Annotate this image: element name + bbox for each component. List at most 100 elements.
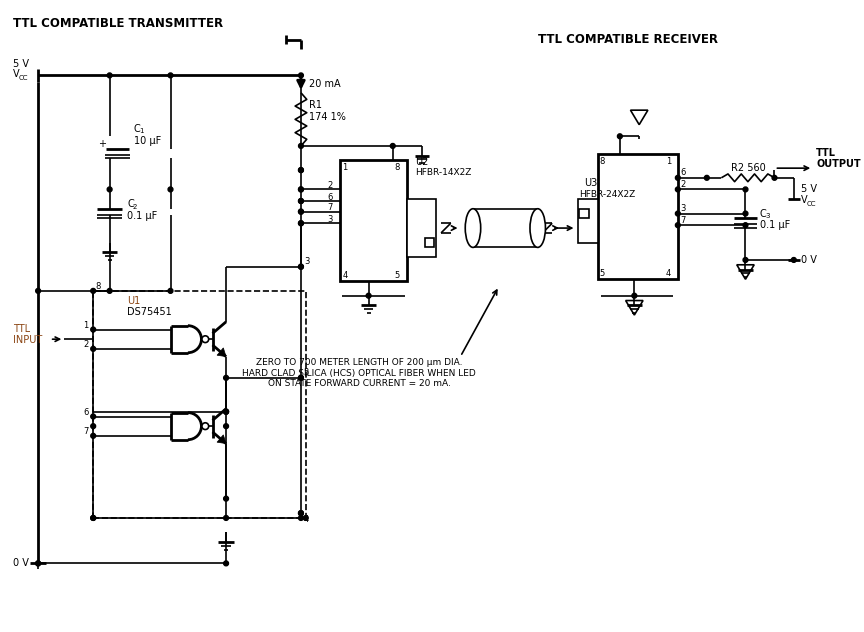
Bar bbox=[473, 209, 537, 247]
Circle shape bbox=[91, 516, 96, 520]
Circle shape bbox=[676, 211, 680, 216]
Circle shape bbox=[91, 423, 96, 428]
Text: 4: 4 bbox=[342, 271, 348, 280]
Circle shape bbox=[224, 423, 228, 428]
Circle shape bbox=[35, 561, 41, 566]
Text: R1: R1 bbox=[308, 100, 321, 111]
Text: 2: 2 bbox=[83, 341, 88, 349]
Text: 5: 5 bbox=[304, 368, 309, 377]
Text: 0.1 μF: 0.1 μF bbox=[127, 212, 157, 221]
Circle shape bbox=[743, 211, 748, 216]
Circle shape bbox=[91, 434, 96, 438]
Text: 7: 7 bbox=[83, 427, 88, 437]
Text: +: + bbox=[98, 139, 106, 149]
Text: 7: 7 bbox=[327, 204, 333, 212]
Circle shape bbox=[107, 187, 112, 192]
Text: U1: U1 bbox=[127, 296, 140, 305]
Text: 174 1%: 174 1% bbox=[308, 112, 346, 122]
Text: 0 V: 0 V bbox=[13, 559, 29, 568]
Text: 1: 1 bbox=[666, 157, 671, 166]
Circle shape bbox=[676, 176, 680, 180]
Text: DS75451: DS75451 bbox=[127, 307, 172, 317]
Text: TTL COMPATIBLE RECEIVER: TTL COMPATIBLE RECEIVER bbox=[537, 33, 718, 46]
Circle shape bbox=[224, 516, 228, 520]
Text: HFBR-24X2Z: HFBR-24X2Z bbox=[579, 190, 636, 198]
Text: CC: CC bbox=[806, 201, 816, 207]
Text: 8: 8 bbox=[95, 281, 100, 291]
Circle shape bbox=[35, 288, 41, 293]
Circle shape bbox=[224, 410, 228, 414]
Circle shape bbox=[676, 187, 680, 192]
Circle shape bbox=[743, 222, 748, 228]
Circle shape bbox=[91, 516, 96, 520]
Text: 5 V: 5 V bbox=[801, 185, 816, 195]
Text: 0 V: 0 V bbox=[801, 255, 816, 265]
Text: HFBR-14X2Z: HFBR-14X2Z bbox=[415, 169, 472, 178]
Circle shape bbox=[299, 187, 303, 192]
Circle shape bbox=[224, 496, 228, 501]
Text: U3: U3 bbox=[584, 178, 597, 188]
Text: 3: 3 bbox=[766, 214, 771, 219]
Text: 8: 8 bbox=[600, 157, 605, 166]
Text: 7: 7 bbox=[681, 216, 686, 225]
Ellipse shape bbox=[530, 209, 545, 247]
Text: TTL
OUTPUT: TTL OUTPUT bbox=[816, 148, 861, 169]
Circle shape bbox=[299, 375, 303, 380]
Circle shape bbox=[299, 209, 303, 214]
Text: 1: 1 bbox=[342, 162, 348, 172]
Text: R2 560: R2 560 bbox=[731, 163, 766, 173]
Circle shape bbox=[224, 410, 228, 414]
Circle shape bbox=[299, 516, 303, 520]
Circle shape bbox=[743, 257, 748, 262]
Text: 8: 8 bbox=[394, 162, 399, 172]
Circle shape bbox=[632, 293, 637, 298]
Bar bbox=[578, 199, 598, 243]
Circle shape bbox=[224, 561, 228, 566]
Text: 4: 4 bbox=[666, 269, 671, 278]
Text: 20 mA: 20 mA bbox=[308, 79, 340, 89]
Text: C: C bbox=[134, 123, 141, 133]
Bar bbox=[340, 161, 407, 281]
Text: 2: 2 bbox=[133, 204, 137, 210]
Text: ZERO TO 700 METER LENGTH OF 200 μm DIA.
HARD CLAD SILICA (HCS) OPTICAL FIBER WHE: ZERO TO 700 METER LENGTH OF 200 μm DIA. … bbox=[242, 358, 476, 388]
Circle shape bbox=[704, 176, 709, 180]
Bar bbox=[598, 154, 678, 279]
Circle shape bbox=[91, 346, 96, 351]
Circle shape bbox=[168, 73, 173, 78]
Text: 6: 6 bbox=[681, 169, 686, 178]
Bar bbox=[407, 199, 436, 257]
Text: 6: 6 bbox=[83, 408, 88, 417]
Ellipse shape bbox=[465, 209, 480, 247]
Polygon shape bbox=[217, 348, 226, 356]
Text: 6: 6 bbox=[327, 193, 333, 202]
Text: 5 V: 5 V bbox=[13, 59, 29, 69]
Circle shape bbox=[202, 423, 209, 430]
Polygon shape bbox=[217, 435, 226, 444]
Text: C: C bbox=[127, 199, 134, 209]
Text: U2: U2 bbox=[415, 157, 429, 167]
Circle shape bbox=[299, 511, 303, 516]
Text: 3: 3 bbox=[304, 257, 309, 266]
Circle shape bbox=[299, 264, 303, 269]
Circle shape bbox=[391, 143, 395, 149]
Circle shape bbox=[299, 198, 303, 204]
Circle shape bbox=[299, 375, 303, 380]
Circle shape bbox=[299, 167, 303, 173]
Text: 3: 3 bbox=[327, 215, 333, 224]
Circle shape bbox=[772, 176, 777, 180]
Text: 5: 5 bbox=[600, 269, 605, 278]
Circle shape bbox=[299, 198, 303, 204]
Text: 2: 2 bbox=[327, 181, 333, 190]
Circle shape bbox=[366, 293, 371, 298]
Circle shape bbox=[91, 327, 96, 332]
Circle shape bbox=[791, 257, 797, 262]
Bar bbox=[93, 291, 306, 518]
Text: 5: 5 bbox=[394, 271, 399, 280]
Circle shape bbox=[91, 288, 96, 293]
Bar bbox=[424, 238, 435, 247]
Circle shape bbox=[299, 143, 303, 149]
Circle shape bbox=[107, 73, 112, 78]
Circle shape bbox=[168, 288, 173, 293]
Circle shape bbox=[107, 288, 112, 293]
Circle shape bbox=[202, 336, 209, 343]
